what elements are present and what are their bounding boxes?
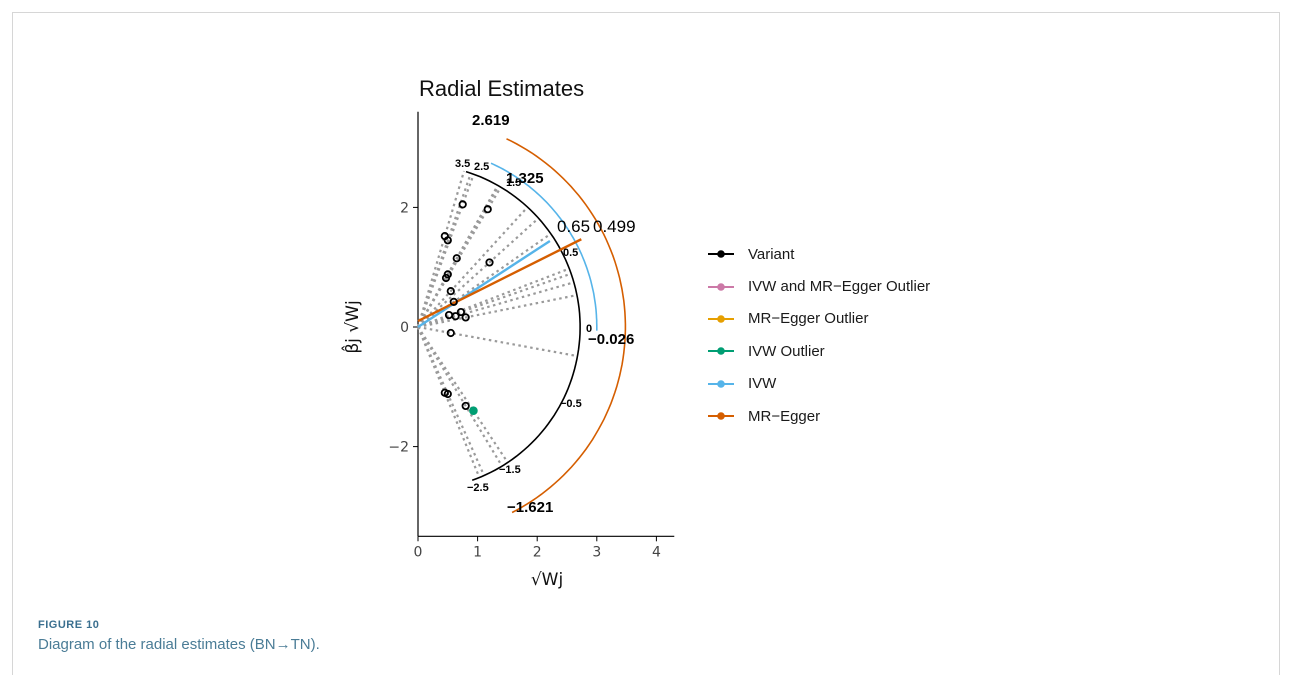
x-tick-label: 2 xyxy=(533,544,542,560)
variant-point xyxy=(446,328,455,338)
variant-point xyxy=(485,258,494,267)
variant-scale-arc xyxy=(465,170,581,482)
legend-item: IVW xyxy=(706,368,930,400)
variant-scale-label: 3.5 xyxy=(455,158,470,170)
variant-point xyxy=(443,236,452,245)
variant-scale-label: −0.5 xyxy=(560,398,582,410)
y-tick-label: 2 xyxy=(400,200,409,216)
variant-point xyxy=(456,307,466,317)
guide-line xyxy=(417,326,509,464)
ivw-upper-label: 1.325 xyxy=(506,170,544,187)
variant-point xyxy=(451,312,460,321)
ivw-lower-label: −0.026 xyxy=(588,331,634,348)
legend-swatch-icon xyxy=(708,315,734,323)
variant-point xyxy=(458,200,467,209)
variant-scale-label: −2.5 xyxy=(467,482,489,494)
variant-point xyxy=(443,389,452,399)
variant-point xyxy=(461,313,470,322)
legend-item: MR−Egger Outlier xyxy=(706,303,930,335)
x-tick-label: 3 xyxy=(592,544,601,560)
data-points xyxy=(440,200,494,416)
variant-scale-label: 1.5 xyxy=(506,177,521,189)
legend-label: MR−Egger Outlier xyxy=(748,310,869,328)
x-tick-label: 1 xyxy=(473,544,482,560)
mr-egger-lower-label: −1.621 xyxy=(507,499,553,516)
axes: 0 1 2 3 4 −2 0 2 xyxy=(388,111,675,560)
variant-point xyxy=(461,401,470,411)
variant-point xyxy=(446,287,455,296)
ivw-fit-line xyxy=(417,239,551,329)
fit-lines xyxy=(417,238,582,329)
legend-label: IVW xyxy=(748,375,777,393)
legend-swatch-icon xyxy=(708,347,734,356)
legend-swatch-icon xyxy=(708,250,734,258)
figure-frame xyxy=(12,12,1280,675)
x-tick-label: 4 xyxy=(652,544,661,560)
mr-egger-estimate-label: 0.499 xyxy=(593,217,636,236)
y-tick-label: 0 xyxy=(400,320,409,336)
legend-swatch-icon xyxy=(708,412,734,420)
legend-item: IVW and MR−Egger Outlier xyxy=(706,270,930,302)
variant-point xyxy=(483,205,492,214)
x-axis-label: √Wj xyxy=(531,570,563,590)
variant-point xyxy=(452,254,461,263)
legend-swatch-icon xyxy=(708,282,734,291)
guide-line xyxy=(416,326,486,476)
legend-item: Variant xyxy=(706,238,930,270)
legend-label: Variant xyxy=(748,245,795,263)
scale-arcs xyxy=(465,138,627,514)
ivw-estimate-label: 0.65 xyxy=(557,217,590,236)
legend-label: IVW and MR−Egger Outlier xyxy=(748,278,931,296)
mr-egger-fit-line xyxy=(417,238,582,323)
variant-scale-label: −1.5 xyxy=(499,464,521,476)
legend-swatch-icon xyxy=(708,379,734,388)
figure-label: FIGURE 10 xyxy=(38,619,100,631)
legend-label: MR−Egger xyxy=(748,407,821,425)
variant-point xyxy=(449,297,458,306)
mr-egger-upper-label: 2.619 xyxy=(472,112,510,129)
guide-line xyxy=(417,325,578,358)
variant-scale-label: 0 xyxy=(586,323,592,335)
ivw-outlier-point xyxy=(469,406,478,416)
variant-guide-lines xyxy=(416,170,578,478)
mr-egger-arc xyxy=(506,138,627,514)
arc-labels: 3.5 2.5 1.5 0.5 0 −0.5 −1.5 −2.5 1.325 0.65 −0.026… xyxy=(455,112,636,516)
variant-point xyxy=(441,273,451,283)
legend-label: IVW Outlier xyxy=(748,342,825,360)
y-tick-label: −2 xyxy=(388,440,409,456)
variant-scale-label: 2.5 xyxy=(474,161,489,173)
legend-item: IVW Outlier xyxy=(706,335,930,367)
chart-title: Radial Estimates xyxy=(419,76,585,101)
figure-caption: Diagram of the radial estimates (BN→TN). xyxy=(38,636,320,653)
guide-line xyxy=(416,172,472,328)
ivw-arc xyxy=(490,162,598,331)
x-tick-label: 0 xyxy=(414,544,423,560)
y-axis-label: β̂j √Wj xyxy=(340,300,363,353)
legend-item: MR−Egger xyxy=(706,400,930,432)
legend: Variant IVW and MR−Egger Outlier MR−Egger … xyxy=(706,238,930,432)
variant-scale-label: 0.5 xyxy=(563,247,578,259)
